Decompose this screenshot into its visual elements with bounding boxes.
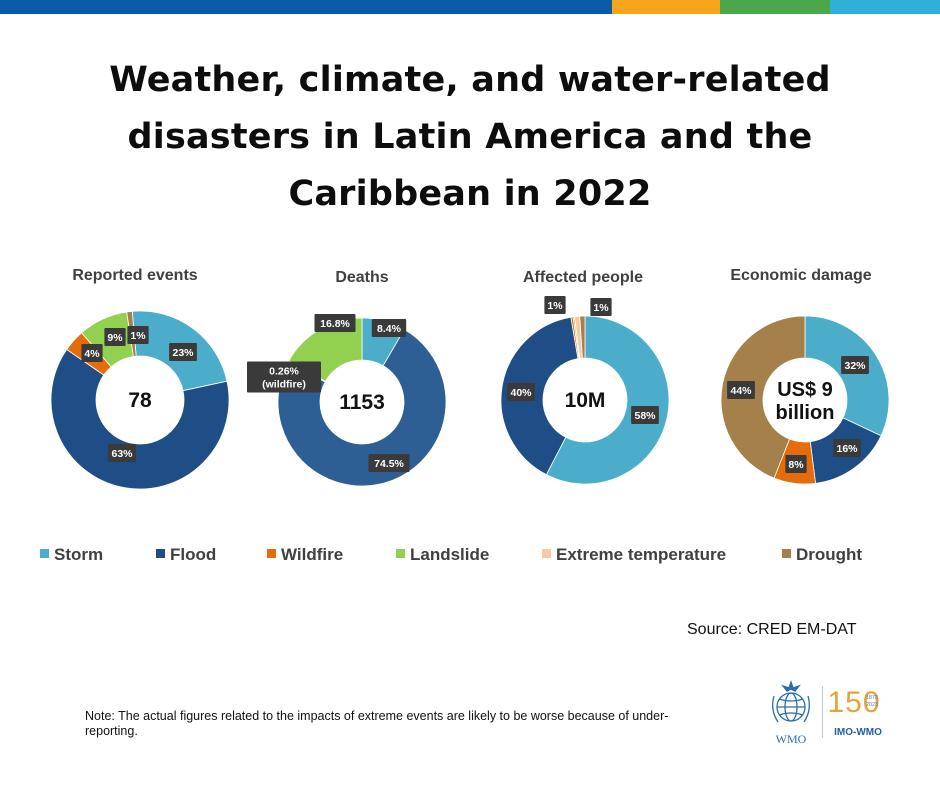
center-label-economic-damage: US$ 9 billion xyxy=(776,379,835,424)
legend-swatch-landslide xyxy=(396,549,405,559)
data-label-affected-people-storm: 58% xyxy=(631,406,659,424)
svg-text:16%: 16% xyxy=(836,443,858,455)
legend-item-extreme-temperature: Extreme temperature xyxy=(542,545,726,565)
wmo-logo-text: WMO xyxy=(776,732,807,746)
svg-text:1%: 1% xyxy=(593,302,609,314)
top-color-bar xyxy=(0,0,940,14)
legend-swatch-wildfire xyxy=(267,549,276,559)
center-label-deaths: 1153 xyxy=(339,391,385,414)
chart-affected-people: Affected people 10M 58% 40% 1% 1% xyxy=(500,269,670,485)
legend-item-drought: Drought xyxy=(782,545,862,565)
svg-text:8%: 8% xyxy=(788,459,804,471)
chart-economic-damage: Economic damage US$ 9 billion 32% 16% 8% 44% xyxy=(720,267,890,485)
svg-text:4%: 4% xyxy=(84,348,100,360)
data-label-reported-events-landslide: 9% xyxy=(104,328,126,346)
anniversary-caption: IMO-WMO xyxy=(834,727,882,738)
svg-text:74.5%: 74.5% xyxy=(374,458,404,470)
source-citation: Source: CRED EM-DAT xyxy=(687,621,857,638)
chart-title-affected-people: Affected people xyxy=(523,269,643,286)
slice-affected-people-flood xyxy=(500,316,579,476)
chart-reported-events: Reported events 78 23% 63% 4% 9% 1% xyxy=(50,267,230,490)
legend-label-landslide: Landslide xyxy=(410,545,490,564)
logo-divider xyxy=(822,686,823,738)
center-label-affected-people: 10M xyxy=(565,389,606,412)
svg-text:9%: 9% xyxy=(107,332,123,344)
svg-text:1%: 1% xyxy=(547,300,563,312)
title-line-1: Weather, climate, and water-related xyxy=(109,60,831,100)
svg-text:63%: 63% xyxy=(111,448,133,460)
data-label-deaths-wildfire: 0.26% (wildfire) xyxy=(247,361,321,393)
data-label-economic-damage-wildfire: 8% xyxy=(785,455,807,473)
legend-swatch-drought xyxy=(782,549,791,559)
slice-affected-people-storm xyxy=(545,315,670,485)
slice-economic-damage-storm xyxy=(804,315,890,437)
svg-text:58%: 58% xyxy=(634,410,656,422)
donut-charts-panel: Reported events 78 23% 63% 4% 9% 1% Deaths 1153 8… xyxy=(50,267,890,490)
svg-text:40%: 40% xyxy=(510,387,532,399)
top-bar-segment-cyan xyxy=(830,0,940,14)
page-title: Weather, climate, and water-related disa… xyxy=(0,52,940,223)
legend-swatch-storm xyxy=(40,549,49,559)
slice-deaths-flood xyxy=(277,328,447,487)
data-label-reported-events-flood: 63% xyxy=(108,444,136,462)
top-bar-segment-orange xyxy=(612,0,720,14)
slice-economic-damage-drought xyxy=(720,315,806,479)
legend: Storm Flood Wildfire Landslide Extreme t… xyxy=(40,545,920,567)
anniversary-numerals: 150 xyxy=(827,686,880,719)
legend-label-extreme-temperature: Extreme temperature xyxy=(556,545,727,564)
svg-text:23%: 23% xyxy=(172,347,194,359)
legend-label-storm: Storm xyxy=(54,545,104,564)
anniversary-year-end: 2023 xyxy=(866,702,878,708)
imo-wmo-150-logo: 150 1873 2023 IMO-WMO xyxy=(827,686,882,738)
legend-item-flood: Flood xyxy=(156,545,216,565)
data-label-economic-damage-storm: 32% xyxy=(841,356,869,374)
svg-text:16.8%: 16.8% xyxy=(320,318,350,330)
chart-title-economic-damage: Economic damage xyxy=(730,267,871,284)
chart-title-reported-events: Reported events xyxy=(72,267,197,284)
wmo-logo: WMO xyxy=(772,679,810,746)
legend-swatch-extreme-temperature xyxy=(542,549,551,559)
svg-text:8.4%: 8.4% xyxy=(377,323,402,335)
footnote: Note: The actual figures related to the … xyxy=(85,709,669,738)
data-label-affected-people-flood: 40% xyxy=(507,383,535,401)
data-label-deaths-flood: 74.5% xyxy=(368,454,410,472)
title-line-3: Caribbean in 2022 xyxy=(288,174,652,214)
data-label-deaths-storm: 8.4% xyxy=(371,319,407,337)
svg-text:44%: 44% xyxy=(730,385,752,397)
legend-label-wildfire: Wildfire xyxy=(281,545,344,564)
data-label-affected-people-drought: 1% xyxy=(590,298,612,316)
legend-item-storm: Storm xyxy=(40,545,103,565)
data-label-affected-people-extreme-temperature: 1% xyxy=(544,296,566,314)
top-bar-segment-blue xyxy=(0,0,612,14)
title-line-2: disasters in Latin America and the xyxy=(127,117,813,157)
data-label-reported-events-drought: 1% xyxy=(127,326,149,344)
data-label-economic-damage-flood: 16% xyxy=(833,439,861,457)
data-label-deaths-landslide: 16.8% xyxy=(314,314,356,332)
data-label-reported-events-wildfire: 4% xyxy=(81,344,103,362)
center-label-reported-events: 78 xyxy=(128,389,152,412)
legend-item-landslide: Landslide xyxy=(396,545,489,565)
top-bar-segment-green xyxy=(720,0,830,14)
chart-deaths: Deaths 1153 8.4% 74.5% 0.26% (wildfire) 16.8% xyxy=(247,269,447,487)
svg-text:0.26%(wildfire): 0.26% (wildfire) xyxy=(262,366,306,391)
legend-swatch-flood xyxy=(156,549,165,559)
legend-label-drought: Drought xyxy=(796,545,863,564)
svg-text:1%: 1% xyxy=(130,330,146,342)
chart-title-deaths: Deaths xyxy=(335,269,388,286)
legend-label-flood: Flood xyxy=(170,545,217,564)
anniversary-year-start: 1873 xyxy=(866,695,878,701)
legend-item-wildfire: Wildfire xyxy=(267,545,343,565)
wmo-emblem-icon xyxy=(772,679,810,723)
data-label-economic-damage-drought: 44% xyxy=(727,381,755,399)
slice-reported-events-flood xyxy=(50,348,230,490)
slice-affected-people-drought xyxy=(579,315,586,359)
data-label-reported-events-storm: 23% xyxy=(169,343,197,361)
svg-text:32%: 32% xyxy=(844,360,866,372)
